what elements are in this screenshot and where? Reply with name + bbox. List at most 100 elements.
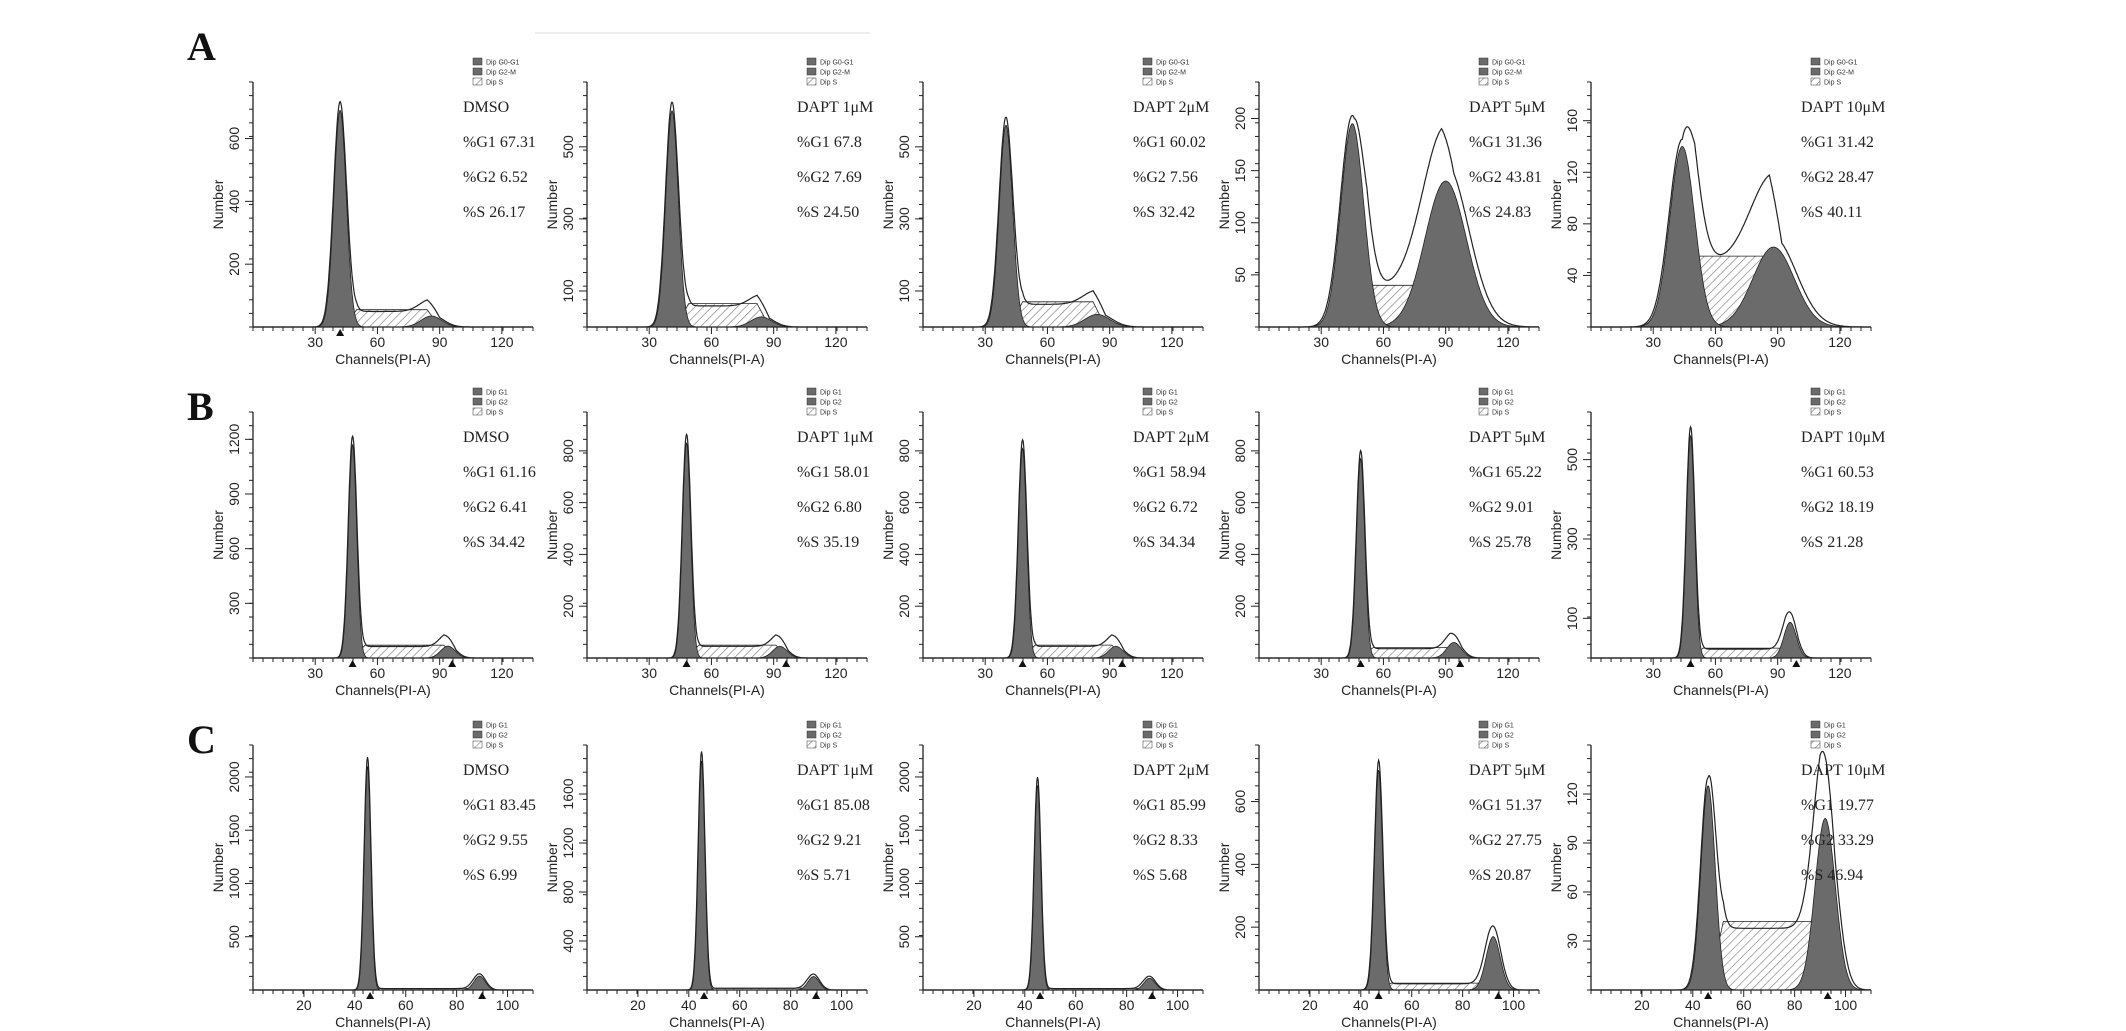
s-phase-area [923, 644, 1203, 659]
g1-peak [923, 124, 1203, 328]
legend-label: Dip G1 [1824, 723, 1846, 730]
y-tick-label: 160 [1564, 109, 1580, 133]
legend-swatch [1810, 77, 1821, 86]
stat-g1: %G1 58.01 [797, 464, 870, 481]
legend-label: Dip S [1492, 80, 1509, 87]
legend-swatch [1142, 57, 1153, 66]
x-axis-label: Channels(PI-A) [1341, 682, 1437, 698]
stat-g1: %G1 67.8 [797, 134, 862, 151]
panel-title: DAPT 10μM [1801, 762, 1885, 779]
channel-marker-icon [700, 992, 709, 999]
panel-title: DAPT 5μM [1469, 429, 1545, 446]
x-tick-label: 60 [1736, 997, 1752, 1013]
x-tick-label: 100 [830, 997, 854, 1013]
stat-g2: %G2 33.29 [1801, 832, 1874, 849]
s-phase-area [1591, 255, 1871, 328]
channel-marker-icon [1704, 992, 1713, 999]
legend-label: Dip G2 [820, 733, 842, 740]
legend-swatch [806, 730, 817, 739]
y-tick-label: 300 [896, 207, 912, 231]
legend-swatch [1478, 720, 1489, 729]
g2-peak [1259, 936, 1539, 991]
channel-marker-icon [1118, 660, 1127, 667]
stat-g1: %G1 85.08 [797, 797, 870, 814]
x-tick-label: 60 [398, 997, 414, 1013]
x-tick-label: 90 [432, 665, 448, 681]
panel-b-1: 30 60 90 120 300 600 900 1200 Channels(PI-A) Numb… [210, 387, 536, 698]
x-tick-label: 20 [1634, 997, 1650, 1013]
x-tick-label: 60 [1376, 665, 1392, 681]
x-axis-label: Channels(PI-A) [335, 1014, 431, 1030]
panel-c-2: 20 40 60 80 100 400 800 1200 1600 Channels(PI-A) N… [544, 720, 873, 1030]
x-tick-label: 60 [1708, 665, 1724, 681]
y-tick-label: 200 [1232, 107, 1248, 131]
y-tick-label: 600 [896, 491, 912, 515]
panel-b-4: 30 60 90 120 200 400 600 800 Channels(PI-A) Numbe… [1216, 387, 1545, 698]
x-tick-label: 30 [1313, 665, 1329, 681]
panel-c-3: 20 40 60 80 100 500 1000 1500 2000 Channels(PI-A)… [880, 720, 1209, 1030]
legend-swatch [806, 57, 817, 66]
y-tick-label: 100 [1232, 211, 1248, 235]
row-letter-a: A [187, 24, 216, 69]
legend-label: Dip S [486, 80, 503, 87]
legend-swatch [1810, 387, 1821, 396]
legend-swatch [1142, 720, 1153, 729]
legend-label: Dip G2-M [820, 70, 850, 77]
legend-label: Dip S [1492, 743, 1509, 750]
legend-swatch [1478, 77, 1489, 86]
y-axis-label: Number [210, 179, 226, 229]
y-tick-label: 200 [226, 252, 242, 276]
x-tick-label: 20 [296, 997, 312, 1013]
x-tick-label: 120 [490, 665, 514, 681]
x-tick-label: 60 [1040, 334, 1056, 350]
x-tick-label: 60 [704, 334, 720, 350]
legend-swatch [1142, 397, 1153, 406]
legend-label: Dip S [820, 743, 837, 750]
x-tick-label: 90 [1770, 334, 1786, 350]
x-axis-label: Channels(PI-A) [1673, 1014, 1769, 1030]
y-axis-label: Number [880, 179, 896, 229]
stat-s: %S 24.50 [797, 204, 859, 221]
legend-label: Dip G2 [1156, 733, 1178, 740]
stat-s: %S 24.83 [1469, 204, 1531, 221]
channel-marker-icon [782, 660, 791, 667]
legend-swatch [1478, 740, 1489, 749]
y-axis-label: Number [880, 510, 896, 560]
x-tick-label: 20 [1302, 997, 1318, 1013]
legend-label: Dip G1 [1492, 390, 1514, 397]
y-tick-label: 200 [560, 594, 576, 618]
stat-s: %S 20.87 [1469, 867, 1531, 884]
legend-label: Dip S [1492, 410, 1509, 417]
panel-title: DAPT 1μM [797, 99, 873, 116]
x-tick-label: 90 [1438, 665, 1454, 681]
legend-label: Dip S [1156, 410, 1173, 417]
legend-swatch [806, 387, 817, 396]
y-axis-label: Number [544, 510, 560, 560]
x-tick-label: 30 [977, 334, 993, 350]
y-tick-label: 600 [560, 491, 576, 515]
legend-label: Dip G2-M [1156, 70, 1186, 77]
y-tick-label: 120 [1564, 782, 1580, 806]
legend-swatch [1478, 387, 1489, 396]
channel-marker-icon [1792, 660, 1801, 667]
x-tick-label: 120 [824, 665, 848, 681]
x-axis-label: Channels(PI-A) [335, 682, 431, 698]
y-tick-label: 800 [560, 880, 576, 904]
panel-title: DAPT 5μM [1469, 99, 1545, 116]
legend-swatch [1810, 720, 1821, 729]
y-tick-label: 900 [226, 482, 242, 506]
stat-s: %S 25.78 [1469, 534, 1531, 551]
x-tick-label: 120 [1828, 334, 1852, 350]
legend-label: Dip S [1156, 743, 1173, 750]
x-tick-label: 90 [1438, 334, 1454, 350]
x-tick-label: 120 [490, 334, 514, 350]
y-tick-label: 150 [1232, 159, 1248, 183]
y-tick-label: 80 [1564, 216, 1580, 232]
y-tick-label: 400 [896, 543, 912, 567]
stat-g1: %G1 65.22 [1469, 464, 1542, 481]
panel-a-5: 30 60 90 120 40 80 120 160 Channels(PI-A) Number D… [1548, 57, 1885, 367]
legend-swatch [1810, 67, 1821, 76]
x-tick-label: 80 [1119, 997, 1135, 1013]
x-tick-label: 60 [1376, 334, 1392, 350]
x-tick-label: 90 [766, 665, 782, 681]
